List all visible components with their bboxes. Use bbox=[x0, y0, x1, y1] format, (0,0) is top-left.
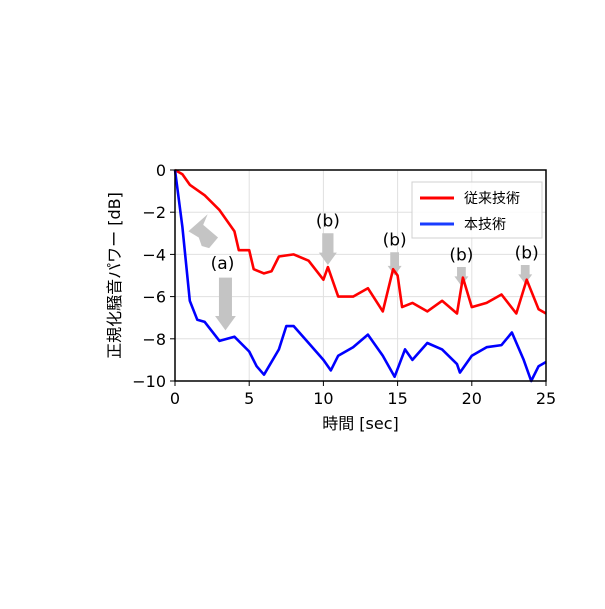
arrow-b bbox=[318, 233, 337, 265]
arrow-b bbox=[387, 252, 402, 276]
annotation-label: (a) bbox=[211, 254, 235, 274]
legend-label: 本技術 bbox=[464, 217, 506, 233]
x-tick-label: 5 bbox=[244, 389, 254, 408]
x-axis-label: 時間 [sec] bbox=[322, 414, 399, 433]
annotation-label: (b) bbox=[383, 231, 407, 251]
y-axis-label: 正規化騒音パワー [dB] bbox=[105, 192, 124, 359]
ticks: 0 5 10 15 20 25 0 −2 −4 −6 −8 −10 bbox=[132, 161, 556, 408]
arrow-b bbox=[454, 267, 469, 287]
series-line-proposed bbox=[173, 169, 547, 383]
y-tick-label: −2 bbox=[142, 203, 166, 222]
arrow-a-down bbox=[215, 277, 236, 331]
x-tick-label: 0 bbox=[170, 389, 180, 408]
annotation-label: (b) bbox=[515, 243, 539, 263]
annotation-label: (b) bbox=[316, 212, 340, 232]
x-tick-label: 10 bbox=[313, 389, 333, 408]
annotations: (a) (b) (b) (b) (b) bbox=[188, 212, 539, 331]
plot-frame bbox=[174, 169, 547, 382]
y-tick-label: −10 bbox=[132, 372, 166, 391]
arrow-a-up bbox=[188, 214, 219, 249]
series-line-conventional bbox=[174, 168, 547, 315]
arrow-b bbox=[518, 264, 533, 284]
x-tick-label: 15 bbox=[387, 389, 407, 408]
annotation-label: (b) bbox=[449, 245, 473, 265]
y-tick-label: 0 bbox=[156, 161, 166, 180]
y-tick-label: −4 bbox=[142, 245, 166, 264]
legend-box bbox=[411, 181, 543, 239]
x-tick-label: 20 bbox=[462, 389, 482, 408]
series-lines bbox=[173, 168, 547, 383]
y-tick-label: −8 bbox=[142, 330, 166, 349]
legend-label: 従来技術 bbox=[464, 191, 520, 207]
y-tick-label: −6 bbox=[142, 288, 166, 307]
x-tick-label: 25 bbox=[536, 389, 556, 408]
